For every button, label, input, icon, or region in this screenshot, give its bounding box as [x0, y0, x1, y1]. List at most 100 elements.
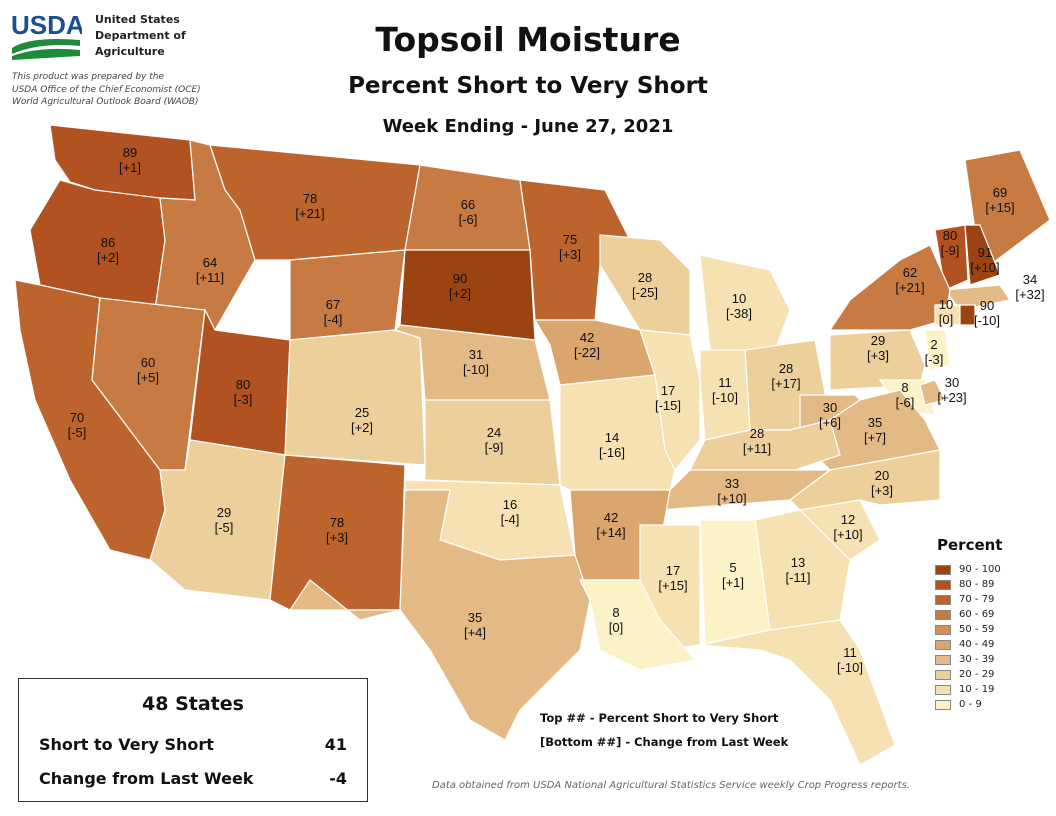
state-change: [+2] — [96, 250, 120, 265]
state-ri — [959, 304, 976, 326]
state-me — [964, 149, 1051, 266]
legend-item: 90 - 100 — [935, 563, 1001, 576]
usda-logo: USDA — [11, 10, 82, 60]
state-label-la: 8 [0] — [609, 605, 623, 635]
state-change: [+32] — [1015, 287, 1045, 302]
state-value: 24 — [486, 425, 502, 440]
state-change: [+11] — [742, 441, 772, 456]
state-change: [+4] — [463, 625, 487, 640]
agency-name: United States Department of Agriculture — [95, 12, 186, 60]
state-value: 33 — [724, 476, 740, 491]
state-change: [-5] — [67, 425, 87, 440]
state-change: [+11] — [195, 270, 225, 285]
state-change: [-3] — [924, 352, 944, 367]
state-change: [+15] — [985, 200, 1015, 215]
state-value: 17 — [660, 383, 676, 398]
state-label-ky: 28 [+11] — [743, 426, 771, 456]
state-change: [+7] — [863, 430, 887, 445]
state-label-tn: 33 [+10] — [717, 476, 746, 506]
state-label-wv: 30 [+6] — [819, 400, 841, 430]
state-label-sd: 90 [+2] — [449, 271, 471, 301]
state-label-ms: 17 [+15] — [658, 563, 687, 593]
state-value: 28 — [778, 361, 794, 376]
agency-line: Agriculture — [95, 45, 165, 58]
state-change: [+1] — [721, 575, 745, 590]
state-change: [-4] — [500, 512, 520, 527]
state-value: 12 — [840, 512, 856, 527]
state-label-nc: 20 [+3] — [871, 468, 893, 498]
state-label-tx: 35 [+4] — [464, 610, 486, 640]
state-label-de: 30 [+23] — [937, 375, 966, 405]
legend-label: 10 - 19 — [959, 684, 995, 695]
agency-line: Department of — [95, 29, 186, 42]
state-label-fl: 11 [-10] — [837, 645, 863, 675]
legend-label: 0 - 9 — [959, 699, 982, 710]
state-change: [+3] — [558, 247, 582, 262]
state-value: 66 — [460, 197, 476, 212]
state-value: 8 — [612, 605, 620, 620]
legend-label: 30 - 39 — [959, 654, 995, 665]
legend-item: 30 - 39 — [935, 653, 994, 666]
state-label-mi: 10 [-38] — [726, 291, 752, 321]
legend-label: 90 - 100 — [959, 564, 1001, 575]
state-change: [+17] — [771, 376, 801, 391]
state-value: 11 — [718, 375, 732, 390]
state-la — [579, 579, 697, 671]
state-change: [-9] — [940, 243, 960, 258]
legend-item: 80 - 89 — [935, 578, 994, 591]
legend-item: 0 - 9 — [935, 698, 982, 711]
state-value: 60 — [140, 355, 156, 370]
state-value: 11 — [843, 645, 857, 660]
state-change: [+6] — [818, 415, 842, 430]
state-ny — [828, 244, 951, 331]
legend-swatch — [935, 564, 951, 575]
state-value: 29 — [870, 333, 886, 348]
state-value: 75 — [562, 232, 578, 247]
legend-swatch — [935, 684, 951, 695]
summary-box: 48 States Short to Very Short 41 Change … — [18, 678, 368, 802]
state-change: [+3] — [325, 530, 349, 545]
summary-row-change: Change from Last Week -4 — [39, 769, 347, 788]
legend-swatch — [935, 579, 951, 590]
legend-swatch — [935, 669, 951, 680]
legend-item: 60 - 69 — [935, 608, 994, 621]
legend-item: 70 - 79 — [935, 593, 994, 606]
state-change: [-10] — [836, 660, 864, 675]
state-label-mn: 75 [+3] — [559, 232, 581, 262]
state-label-ca: 70 [-5] — [68, 410, 87, 440]
state-label-nd: 66 [-6] — [459, 197, 478, 227]
agency-line: United States — [95, 13, 180, 26]
legend-swatch — [935, 594, 951, 605]
state-label-or: 86 [+2] — [97, 235, 119, 265]
state-value: 42 — [603, 510, 619, 525]
state-value: 28 — [637, 270, 653, 285]
state-label-ar: 42 [+14] — [596, 510, 625, 540]
legend-swatch — [935, 639, 951, 650]
map-subtitle: Percent Short to Very Short — [348, 73, 708, 99]
state-label-az: 29 [-5] — [215, 505, 234, 535]
summary-label: Change from Last Week — [39, 769, 254, 788]
state-change: [+21] — [895, 280, 925, 295]
state-change: [-10] — [711, 390, 739, 405]
state-label-ks: 24 [-9] — [485, 425, 504, 455]
state-label-ma: 34 [+32] — [1015, 272, 1044, 302]
state-change: [+2] — [350, 420, 374, 435]
state-label-id: 64 [+11] — [196, 255, 224, 285]
state-de — [919, 379, 946, 406]
state-value: 62 — [902, 265, 918, 280]
week-ending: Week Ending - June 27, 2021 — [382, 116, 674, 137]
state-value: 28 — [749, 426, 765, 441]
state-change: [-10] — [973, 313, 1001, 328]
state-label-sc: 12 [+10] — [833, 512, 862, 542]
legend-label: 60 - 69 — [959, 609, 995, 620]
state-value: 31 — [468, 347, 484, 362]
state-tx — [288, 489, 591, 741]
state-value: 70 — [69, 410, 85, 425]
legend-swatch — [935, 654, 951, 665]
state-label-oh: 28 [+17] — [771, 361, 800, 391]
state-change: [-6] — [895, 395, 915, 410]
state-change: [-6] — [458, 212, 478, 227]
state-change: [-11] — [785, 570, 811, 585]
